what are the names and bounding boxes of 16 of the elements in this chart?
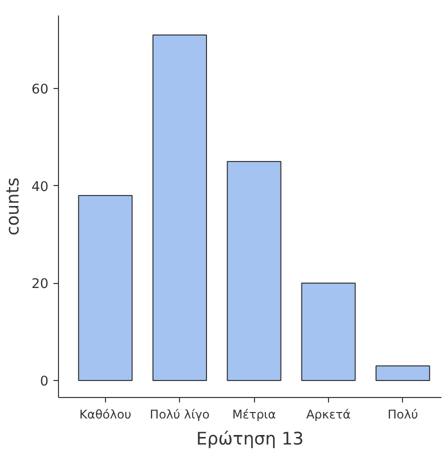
- x-tick-label: Πολύ λίγο: [150, 408, 210, 422]
- x-axis-title: Ερώτηση 13: [196, 430, 304, 450]
- bar: [78, 195, 133, 381]
- x-tick-label: Πολύ: [388, 408, 418, 422]
- bar: [301, 282, 356, 381]
- bar: [376, 365, 430, 381]
- x-tick-label: Καθόλου: [79, 408, 132, 422]
- y-axis-title: counts: [4, 178, 24, 236]
- y-tick-label: 60: [32, 82, 49, 98]
- x-tick-label: Αρκετά: [306, 408, 351, 422]
- y-tick-label: 20: [32, 277, 49, 292]
- y-tick-label: 0: [40, 374, 49, 390]
- y-tick-label: 40: [32, 180, 49, 195]
- x-tick-label: Μέτρια: [232, 408, 276, 422]
- bar: [226, 160, 282, 381]
- bar: [152, 34, 207, 381]
